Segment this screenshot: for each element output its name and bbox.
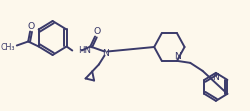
Text: N: N bbox=[212, 73, 218, 82]
Text: O: O bbox=[27, 22, 34, 31]
Text: O: O bbox=[93, 27, 100, 36]
Text: N: N bbox=[174, 52, 180, 61]
Text: N: N bbox=[102, 49, 108, 58]
Text: HN: HN bbox=[78, 46, 90, 55]
Text: CH₃: CH₃ bbox=[0, 43, 15, 52]
